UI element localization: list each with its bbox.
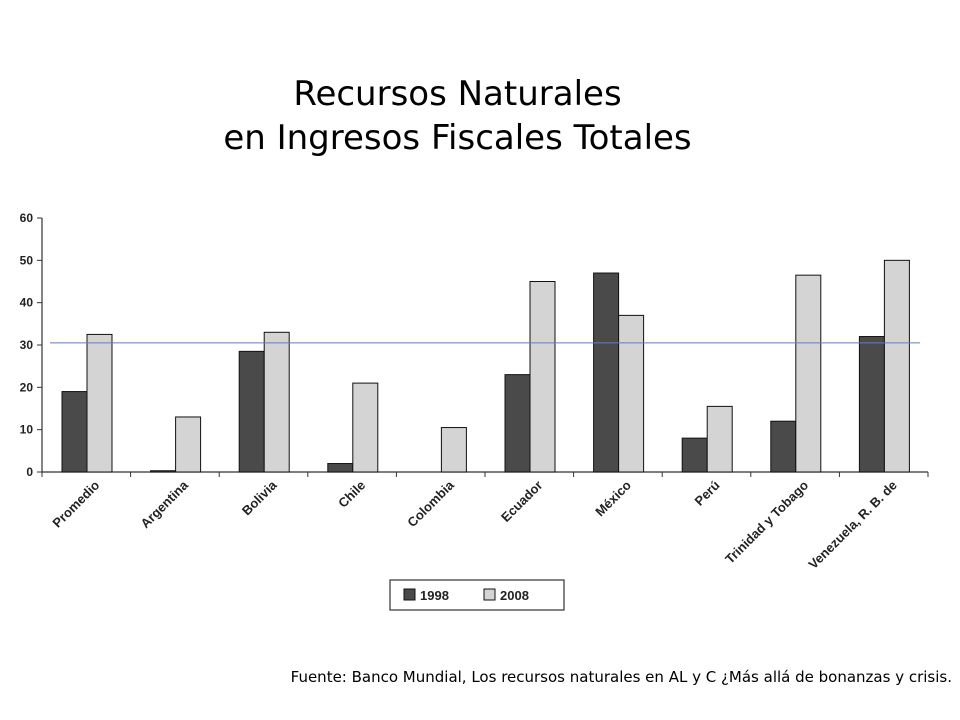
y-tick-label: 30 [20, 338, 34, 352]
bar [175, 416, 202, 473]
x-category-label: Perú [692, 477, 723, 508]
title-line-1: Recursos Naturales [293, 74, 622, 114]
x-category-label: México [592, 477, 634, 519]
x-category-label: Trinidad y Tobago [722, 477, 811, 566]
x-category-label: Colombia [404, 477, 457, 530]
bar [618, 314, 645, 473]
bar [440, 427, 467, 473]
bar [327, 463, 354, 473]
legend-swatch [483, 588, 496, 601]
bar [593, 272, 620, 473]
x-category-label: Promedio [49, 477, 102, 530]
bar [263, 331, 290, 473]
bar-chart: 0 10 20 30 40 50 60 Promedio Argentina Bolivia Chi… [20, 211, 929, 611]
legend-label: 1998 [420, 588, 449, 603]
y-tick-label: 10 [20, 423, 34, 437]
bar [529, 281, 556, 473]
bar [61, 391, 88, 473]
bar [681, 437, 708, 473]
x-category-label: Argentina [138, 477, 192, 531]
bar [883, 259, 910, 473]
bar [706, 405, 733, 473]
bar [352, 382, 379, 473]
chart-title: Recursos Naturales en Ingresos Fiscales … [0, 72, 915, 160]
bar [795, 274, 822, 473]
legend-swatch [403, 588, 416, 601]
y-tick-label: 50 [20, 253, 34, 267]
bar [504, 374, 531, 473]
bar [238, 350, 265, 473]
legend-label: 2008 [500, 588, 529, 603]
x-category-label: Venezuela, R. B. de [805, 478, 899, 572]
x-category-label: Ecuador [498, 478, 545, 525]
bar [770, 420, 797, 473]
source-note: Fuente: Banco Mundial, Los recursos natu… [290, 668, 952, 686]
y-tick-label: 60 [20, 211, 34, 225]
y-tick-label: 40 [20, 296, 34, 310]
y-tick-label: 0 [26, 465, 33, 479]
x-category-label: Chile [335, 478, 368, 511]
title-line-2: en Ingresos Fiscales Totales [223, 118, 692, 158]
legend-box [389, 579, 565, 611]
bar [150, 470, 177, 473]
bar [86, 333, 113, 473]
x-category-label: Bolivia [239, 477, 280, 518]
y-tick-label: 20 [20, 380, 34, 394]
bar [858, 336, 885, 473]
